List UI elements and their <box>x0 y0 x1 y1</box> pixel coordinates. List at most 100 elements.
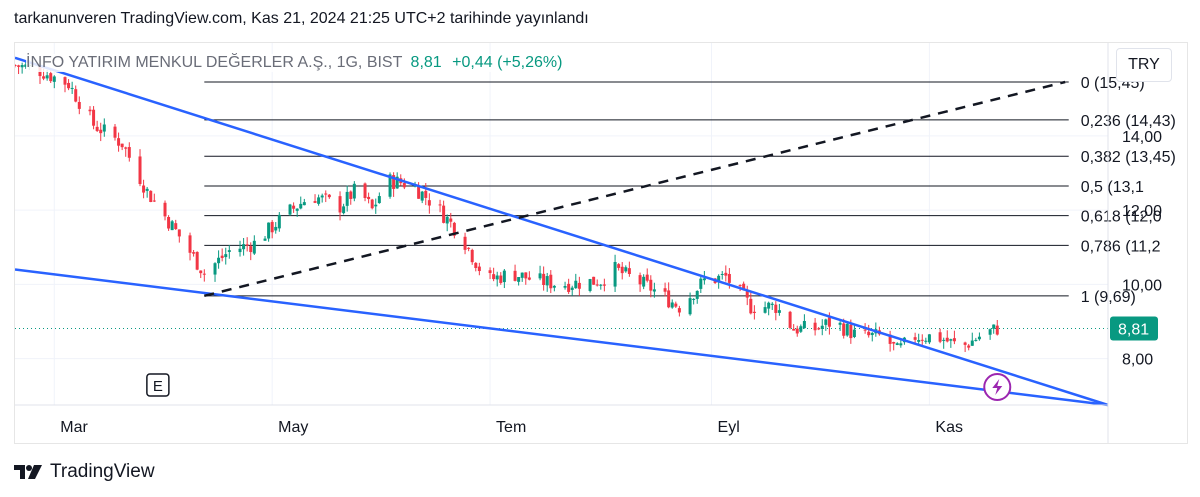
candle-body <box>792 328 796 331</box>
candle-body <box>17 65 21 67</box>
y-tick-label: 14,00 <box>1122 129 1162 146</box>
candle-body <box>892 342 896 344</box>
candle-body <box>820 325 824 329</box>
candle-body <box>624 267 628 272</box>
candle-body <box>677 308 681 313</box>
candle-body <box>213 263 217 275</box>
candle-body <box>288 204 292 215</box>
candle-body <box>99 129 103 134</box>
candle-body <box>688 298 692 315</box>
candle-body <box>245 244 249 246</box>
candle-body <box>802 320 806 329</box>
candle-body <box>467 247 471 249</box>
candle-body <box>277 214 281 229</box>
candle-body <box>695 290 699 299</box>
candle-body <box>502 270 506 283</box>
candle-body <box>495 275 499 280</box>
candle-body <box>513 270 517 281</box>
candle-body <box>224 254 228 258</box>
candle-body <box>863 329 867 331</box>
candle-body <box>20 65 24 68</box>
candle-body <box>895 343 899 345</box>
candle-body <box>899 343 903 346</box>
candle-body <box>352 183 356 199</box>
candle-body <box>949 339 953 341</box>
x-tick-label: Tem <box>496 419 526 436</box>
candle-body <box>627 268 631 275</box>
candle-body <box>388 174 392 197</box>
candle-body <box>367 196 371 200</box>
candle-body <box>667 290 671 308</box>
candle-body <box>317 197 321 204</box>
candle-body <box>824 319 828 325</box>
candle-body <box>838 322 842 325</box>
candle-body <box>149 190 153 202</box>
tradingview-logo-icon <box>14 465 42 479</box>
publication-header: tarkanunveren TradingView.com, Kas 21, 2… <box>14 10 589 27</box>
candle-body <box>524 272 528 279</box>
candle-body <box>745 291 749 298</box>
fib-level-label: 0,618 (12,0 <box>1081 209 1162 226</box>
candle-body <box>417 185 421 199</box>
candle-body <box>799 326 803 332</box>
candle-body <box>770 303 774 305</box>
symbol-name: İNFO YATIRIM MENKUL DEĞERLER A.Ş., 1G, B… <box>26 54 403 71</box>
candle-body <box>570 287 574 290</box>
candle-body <box>338 196 342 213</box>
candle-body <box>299 203 303 209</box>
candle-body <box>652 289 656 292</box>
chart-pane[interactable]: 0 (15,45) 0,236 (14,43) 0,382 (13,45) 0,5 (… <box>14 42 1188 444</box>
candle-body <box>645 274 649 281</box>
candle-body <box>67 82 71 89</box>
candle-body <box>127 147 131 158</box>
candle-body <box>474 262 478 268</box>
candle-body <box>263 238 267 241</box>
candle-body <box>992 324 996 329</box>
candle-body <box>170 221 174 231</box>
candle-body <box>763 307 767 313</box>
candle-body <box>988 329 992 335</box>
symbol-change: +0,44 (+5,26%) <box>452 54 563 71</box>
candle-body <box>420 191 424 201</box>
trendline-lower <box>15 268 1109 407</box>
candlestick-chart[interactable]: 0 (15,45)0,236 (14,43)0,382 (13,45)0,5 (… <box>15 43 1188 444</box>
candle-body <box>642 276 646 287</box>
candle-body <box>774 304 778 313</box>
candle-body <box>767 302 771 309</box>
grid <box>15 43 1108 405</box>
candle-body <box>324 193 328 195</box>
candle-body <box>267 222 271 239</box>
candle-body <box>345 191 349 206</box>
candle-body <box>995 325 999 335</box>
candle-body <box>470 249 474 263</box>
candle-body <box>342 206 346 214</box>
candle-body <box>592 276 596 285</box>
candle-body <box>313 201 317 203</box>
candle-body <box>574 280 578 289</box>
candle-body <box>942 339 946 341</box>
candle-body <box>545 276 549 286</box>
candle-body <box>663 288 667 292</box>
candle-body <box>970 340 974 346</box>
lightning-bolt-icon <box>992 379 1003 395</box>
candle-body <box>427 200 431 206</box>
candle-body <box>563 285 567 288</box>
candle-body <box>113 126 117 138</box>
candle-body <box>327 194 331 198</box>
candle-body <box>438 204 442 206</box>
candle-body <box>320 195 324 198</box>
currency-button[interactable]: TRY <box>1116 48 1172 82</box>
candle-body <box>202 273 206 275</box>
symbol-price: 8,81 <box>410 54 442 71</box>
candle-body <box>220 255 224 258</box>
candle-body <box>742 283 746 291</box>
y-tick-label: 8,00 <box>1122 352 1153 369</box>
candle-body <box>870 332 874 336</box>
candle-body <box>888 334 892 344</box>
candle-body <box>620 266 624 274</box>
candle-body <box>945 337 949 342</box>
candle-body <box>63 77 67 85</box>
candle-body <box>517 277 521 282</box>
earnings-marker <box>146 373 170 397</box>
candle-body <box>120 143 124 148</box>
